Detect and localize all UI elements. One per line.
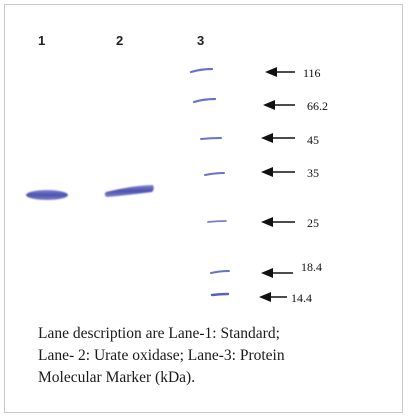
marker-label-66-2: 66.2: [307, 99, 328, 113]
marker-arrows: [259, 67, 295, 302]
marker-label-35: 35: [307, 166, 319, 180]
marker-band-35: [204, 172, 225, 176]
arrow-18-4: [261, 268, 293, 278]
caption-line-2: Lane- 2: Urate oxidase; Lane-3: Protein: [38, 347, 285, 364]
lane-number-3: 3: [197, 33, 204, 48]
caption-line-3: Molecular Marker (kDa).: [38, 369, 196, 386]
figure-caption: Lane description are Lane-1: Standard; L…: [38, 323, 393, 389]
marker-label-116: 116: [303, 66, 321, 80]
marker-label-14-4: 14.4: [291, 291, 312, 305]
marker-band-66-2: [192, 97, 217, 104]
arrow-14-4: [259, 292, 287, 302]
gel-figure-frame: 1 2 3: [4, 4, 403, 413]
lane-number-1: 1: [38, 33, 45, 48]
marker-band-116: [189, 67, 214, 74]
arrow-116: [265, 67, 295, 77]
arrow-45: [261, 133, 295, 143]
marker-label-25: 25: [307, 216, 319, 230]
marker-label-45: 45: [307, 133, 319, 147]
marker-band-25: [207, 220, 227, 223]
lane-number-2: 2: [116, 33, 123, 48]
marker-band-45: [200, 137, 222, 140]
gel-image: 1 2 3: [26, 33, 328, 305]
marker-bands: [189, 67, 230, 297]
marker-band-18-4: [210, 270, 230, 274]
arrow-25: [261, 217, 295, 227]
lane-2-band: [104, 185, 154, 197]
arrow-35: [261, 167, 295, 177]
marker-band-14-4: [210, 292, 230, 297]
caption-line-1: Lane description are Lane-1: Standard;: [38, 325, 280, 342]
lane-1-band: [26, 190, 68, 200]
arrow-66-2: [263, 100, 295, 110]
marker-label-18-4: 18.4: [301, 260, 322, 274]
